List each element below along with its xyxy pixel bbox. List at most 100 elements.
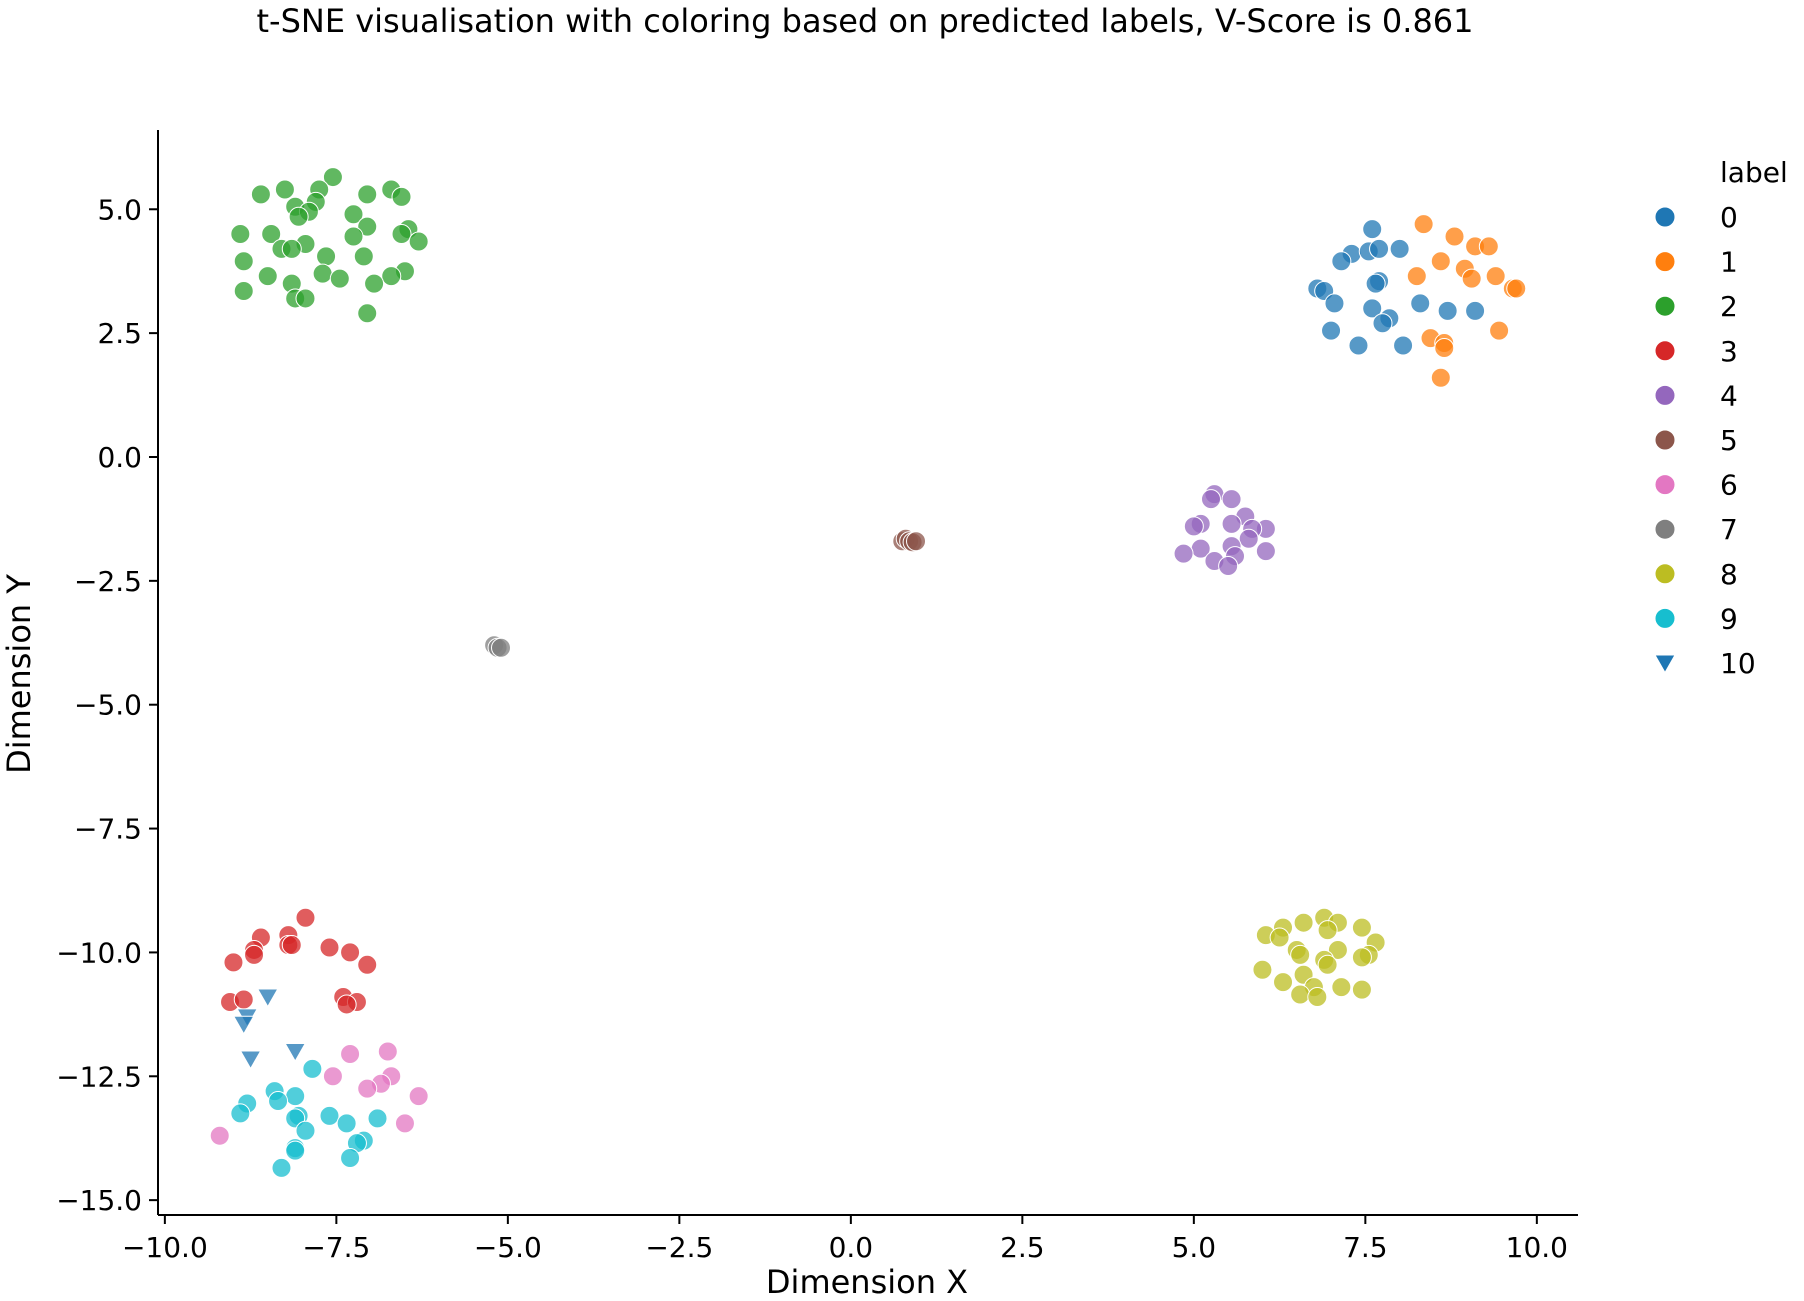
data-point: [1372, 313, 1393, 334]
legend-marker: [1654, 607, 1676, 629]
data-point: [1324, 293, 1345, 314]
series-7: [484, 635, 511, 658]
data-point: [336, 994, 357, 1015]
data-point: [1478, 236, 1499, 257]
data-point: [244, 944, 265, 965]
data-point: [1413, 214, 1434, 235]
data-point: [1221, 489, 1242, 510]
data-point: [1489, 320, 1510, 341]
data-point: [391, 224, 412, 245]
data-point: [364, 273, 385, 294]
data-point: [285, 1086, 306, 1107]
legend-item-1: 1: [1654, 246, 1738, 279]
y-tick-label: −12.5: [56, 1060, 142, 1093]
data-point: [490, 637, 511, 658]
data-point: [1365, 273, 1386, 294]
legend: label 0 1 2 3 4 5 6 7 8 9 10: [1654, 156, 1788, 680]
data-point: [316, 246, 337, 267]
legend-label: 7: [1720, 513, 1738, 546]
legend-marker: [1654, 518, 1676, 540]
x-axis-title: Dimension X: [766, 1263, 968, 1301]
y-tick-label: −10.0: [56, 936, 142, 969]
y-tick-label: −7.5: [74, 813, 142, 846]
data-point: [1200, 489, 1221, 510]
data-point: [1393, 335, 1414, 356]
y-tick-label: 5.0: [97, 193, 142, 226]
data-point: [302, 1058, 323, 1079]
data-point: [1461, 268, 1482, 289]
series-2: [230, 167, 429, 324]
data-point: [391, 186, 412, 207]
x-tick-label: −2.5: [645, 1231, 713, 1264]
data-point: [1362, 298, 1383, 319]
data-point: [329, 268, 350, 289]
series-5: [892, 528, 927, 553]
legend-label: 10: [1720, 647, 1756, 680]
data-point: [312, 263, 333, 284]
data-point: [1269, 927, 1290, 948]
data-point: [1389, 238, 1410, 259]
legend-item-7: 7: [1654, 513, 1738, 546]
series-10: [232, 988, 307, 1070]
data-point: [1465, 300, 1486, 321]
data-points: [209, 167, 1527, 1178]
y-axis-title: Dimension Y: [0, 574, 38, 774]
data-point: [357, 184, 378, 205]
legend-item-4: 4: [1654, 379, 1738, 412]
data-point: [261, 224, 282, 245]
legend-marker: [1654, 251, 1676, 273]
data-point: [1410, 293, 1431, 314]
data-point: [1321, 320, 1342, 341]
chart-title: t-SNE visualisation with coloring based …: [256, 2, 1473, 40]
data-point: [1290, 984, 1311, 1005]
legend-marker: [1654, 206, 1676, 228]
data-point: [1434, 337, 1455, 358]
data-point: [209, 1125, 230, 1146]
series-3: [220, 907, 378, 1015]
legend-marker: [1654, 654, 1676, 674]
data-point: [268, 1091, 289, 1112]
data-point: [233, 989, 254, 1010]
data-point: [1307, 987, 1328, 1008]
legend-label: 2: [1720, 290, 1738, 323]
legend-marker: [1654, 295, 1676, 317]
legend-label: 4: [1720, 379, 1738, 412]
data-point: [1406, 266, 1427, 287]
data-point: [408, 231, 429, 252]
x-tick-label: 5.0: [1172, 1231, 1217, 1264]
legend-marker: [1654, 563, 1676, 585]
legend-marker: [1654, 340, 1676, 362]
data-point: [1351, 979, 1372, 1000]
data-point: [394, 1113, 415, 1134]
legend-item-9: 9: [1654, 602, 1738, 635]
series-8: [1252, 907, 1386, 1008]
data-point: [256, 988, 279, 1008]
legend-label: 8: [1720, 558, 1738, 591]
y-tick-label: −5.0: [74, 689, 142, 722]
data-point: [274, 179, 295, 200]
data-point: [1348, 335, 1369, 356]
data-point: [340, 1148, 361, 1169]
legend-label: 6: [1720, 469, 1738, 502]
data-point: [1331, 251, 1352, 272]
data-point: [1290, 944, 1311, 965]
data-point: [1430, 367, 1451, 388]
data-point: [1362, 219, 1383, 240]
x-tick-label: −5.0: [474, 1231, 542, 1264]
legend-item-10: 10: [1654, 647, 1756, 680]
data-point: [281, 238, 302, 259]
data-point: [1317, 920, 1338, 941]
data-point: [1444, 226, 1465, 247]
data-point: [353, 246, 374, 267]
data-point: [340, 1043, 361, 1064]
legend-label: 5: [1720, 424, 1738, 457]
data-point: [295, 288, 316, 309]
x-tick-label: 2.5: [1000, 1231, 1045, 1264]
series-1: [1406, 214, 1527, 388]
data-point: [381, 266, 402, 287]
data-point: [1430, 251, 1451, 272]
data-point: [343, 226, 364, 247]
series-0: [1307, 219, 1486, 356]
series-9: [230, 1058, 388, 1178]
data-point: [322, 1066, 343, 1087]
